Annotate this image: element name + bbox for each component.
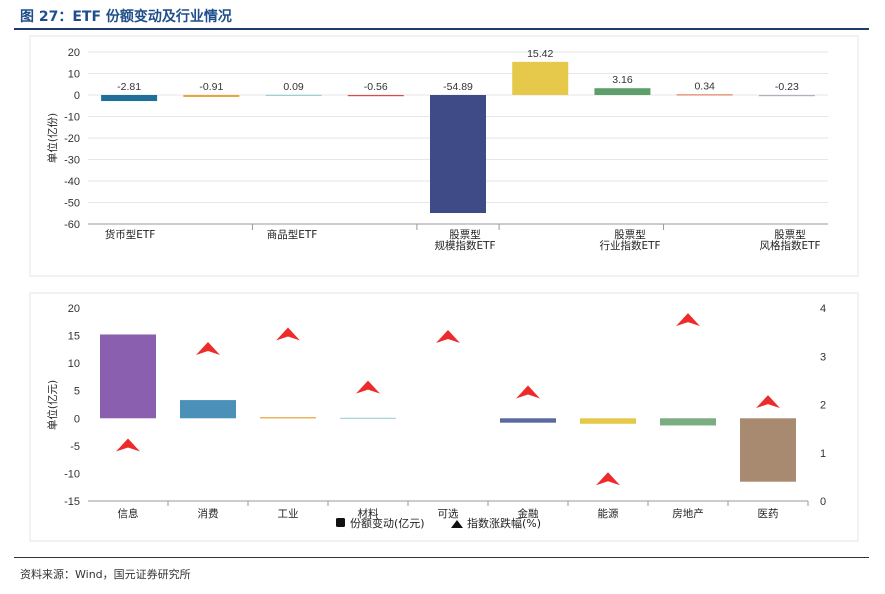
etf-share-change-chart: 20 10 0 -10 -20 -30 -40 -50 -60 -2.81 -0.91 0.09 -0.… [29, 35, 859, 277]
y-axis-label: 单位(亿元) [46, 380, 59, 430]
bar [660, 418, 716, 426]
category-label: 医药 [758, 508, 779, 520]
y-tick-label: 5 [74, 386, 80, 398]
y-tick-label: -20 [64, 133, 80, 145]
y-tick-label: 20 [68, 303, 80, 315]
bar [580, 418, 636, 424]
triangle-marker [356, 380, 380, 394]
y-tick-label: -5 [70, 441, 80, 453]
data-label: -0.56 [364, 81, 388, 93]
triangle-marker [516, 385, 540, 399]
source-note: 资料来源：Wind，国元证券研究所 [20, 568, 191, 581]
legend-triangle-swatch [451, 520, 463, 528]
data-label: -0.23 [775, 81, 799, 93]
data-label: 0.09 [283, 81, 304, 93]
chart2-frame [29, 292, 859, 542]
legend-bar-label: 份额变动(亿元) [350, 516, 425, 530]
y2-tick-label: 0 [820, 496, 826, 508]
triangle-marker [756, 395, 780, 409]
y-tick-label: 0 [74, 413, 80, 425]
category-label: 材料 [358, 507, 379, 520]
y2-tick-label: 4 [820, 303, 826, 315]
y-axis-label: 单位(亿份) [46, 113, 59, 163]
bar [676, 94, 733, 96]
data-label: 3.16 [612, 74, 633, 86]
category-label: 行业指数ETF [599, 239, 660, 252]
y-tick-label: -30 [64, 155, 80, 167]
bar [100, 334, 156, 419]
y-tick-label: -15 [64, 496, 80, 508]
category-label: 商品型ETF [267, 228, 318, 241]
category-label: 能源 [598, 507, 619, 520]
y-tick-label: -10 [64, 468, 80, 480]
triangle-marker [196, 342, 220, 356]
bar [430, 95, 486, 214]
data-label: -2.81 [117, 81, 141, 93]
category-label: 货币型ETF [105, 228, 156, 241]
y-tick-label: -60 [64, 219, 80, 231]
triangle-marker [436, 329, 460, 343]
y-tick-label: -40 [64, 176, 80, 188]
y-tick-label: 10 [68, 358, 80, 370]
category-label: 可选 [438, 507, 459, 520]
triangle-marker [116, 438, 140, 452]
triangle-marker [276, 327, 300, 341]
bar [183, 95, 240, 97]
y-tick-label: 10 [68, 69, 80, 81]
bar [740, 418, 796, 482]
footer-rule [14, 557, 869, 558]
legend-bar-swatch [336, 518, 345, 527]
data-label: 0.34 [694, 80, 715, 92]
bar [180, 400, 236, 419]
data-label: -54.89 [443, 81, 473, 93]
y-tick-label: 20 [68, 47, 80, 59]
y2-tick-label: 3 [820, 351, 826, 363]
y-tick-label: -10 [64, 112, 80, 124]
bar [758, 95, 815, 97]
figure-title: 图 27：ETF 份额变动及行业情况 [20, 9, 232, 25]
bar [265, 94, 322, 97]
chart1-frame [29, 35, 859, 277]
title-rule [14, 28, 869, 30]
y-tick-label: 15 [68, 331, 80, 343]
category-label: 规模指数ETF [434, 239, 495, 252]
category-label: 消费 [198, 507, 219, 520]
category-label: 股票型 [449, 228, 481, 241]
legend-triangle-label: 指数涨跌幅(%) [467, 516, 541, 530]
bar [500, 418, 556, 423]
y2-tick-label: 2 [820, 400, 826, 412]
category-label: 房地产 [672, 507, 704, 520]
bar [347, 95, 404, 97]
bar [260, 417, 316, 419]
bar [512, 61, 569, 95]
triangle-marker [676, 313, 700, 327]
bar [340, 417, 396, 419]
category-label: 股票型 [614, 228, 646, 241]
category-label: 风格指数ETF [759, 239, 820, 252]
category-label: 工业 [278, 508, 299, 520]
bar [594, 88, 651, 95]
category-label: 股票型 [774, 228, 806, 241]
y-tick-label: 0 [74, 90, 80, 102]
triangle-marker [596, 472, 620, 486]
data-label: -0.91 [199, 81, 223, 93]
bar [101, 95, 158, 102]
category-label: 信息 [118, 507, 139, 520]
y2-tick-label: 1 [820, 448, 826, 460]
y-tick-label: -50 [64, 198, 80, 210]
category-label: 金融 [518, 507, 539, 520]
data-label: 15.42 [527, 48, 553, 60]
